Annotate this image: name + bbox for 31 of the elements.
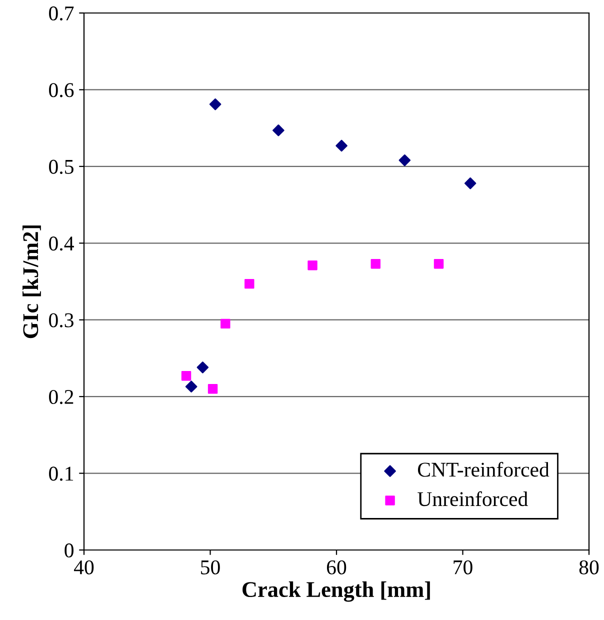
y-tick-label: 0.2 — [49, 390, 74, 404]
x-axis-title: Crack Length [mm] — [242, 581, 430, 602]
point — [336, 140, 348, 152]
y-tick-label: 0.6 — [49, 83, 74, 98]
x-tick-label: 70 — [454, 560, 472, 574]
point — [220, 318, 230, 329]
point — [185, 380, 198, 392]
x-tick-label: 80 — [579, 560, 599, 574]
point — [370, 258, 380, 269]
y-tick-label: 0.7 — [49, 6, 74, 21]
x-tick-label: 50 — [201, 560, 220, 574]
y-tick-label: 0.1 — [49, 466, 74, 481]
point — [181, 370, 192, 381]
point — [464, 177, 476, 190]
x-tick-label: 40 — [74, 560, 94, 574]
point — [244, 278, 254, 289]
x-tick-label: 60 — [326, 560, 346, 574]
legend-label: CNT-reinforced — [418, 462, 550, 477]
y-tick-label: 0.5 — [49, 160, 74, 174]
y-tick-label: 0.3 — [49, 313, 74, 328]
point — [434, 258, 444, 269]
point — [272, 124, 284, 136]
point — [308, 260, 318, 270]
y-tick-label: 0.4 — [49, 236, 74, 251]
legend-label: Unreinforced — [418, 491, 528, 506]
y-tick-label: 0 — [64, 543, 74, 558]
y-axis-title: GIc [kJ/m2] — [22, 225, 41, 338]
point — [398, 154, 411, 166]
point — [209, 98, 222, 110]
point — [208, 384, 218, 394]
point — [196, 362, 209, 374]
